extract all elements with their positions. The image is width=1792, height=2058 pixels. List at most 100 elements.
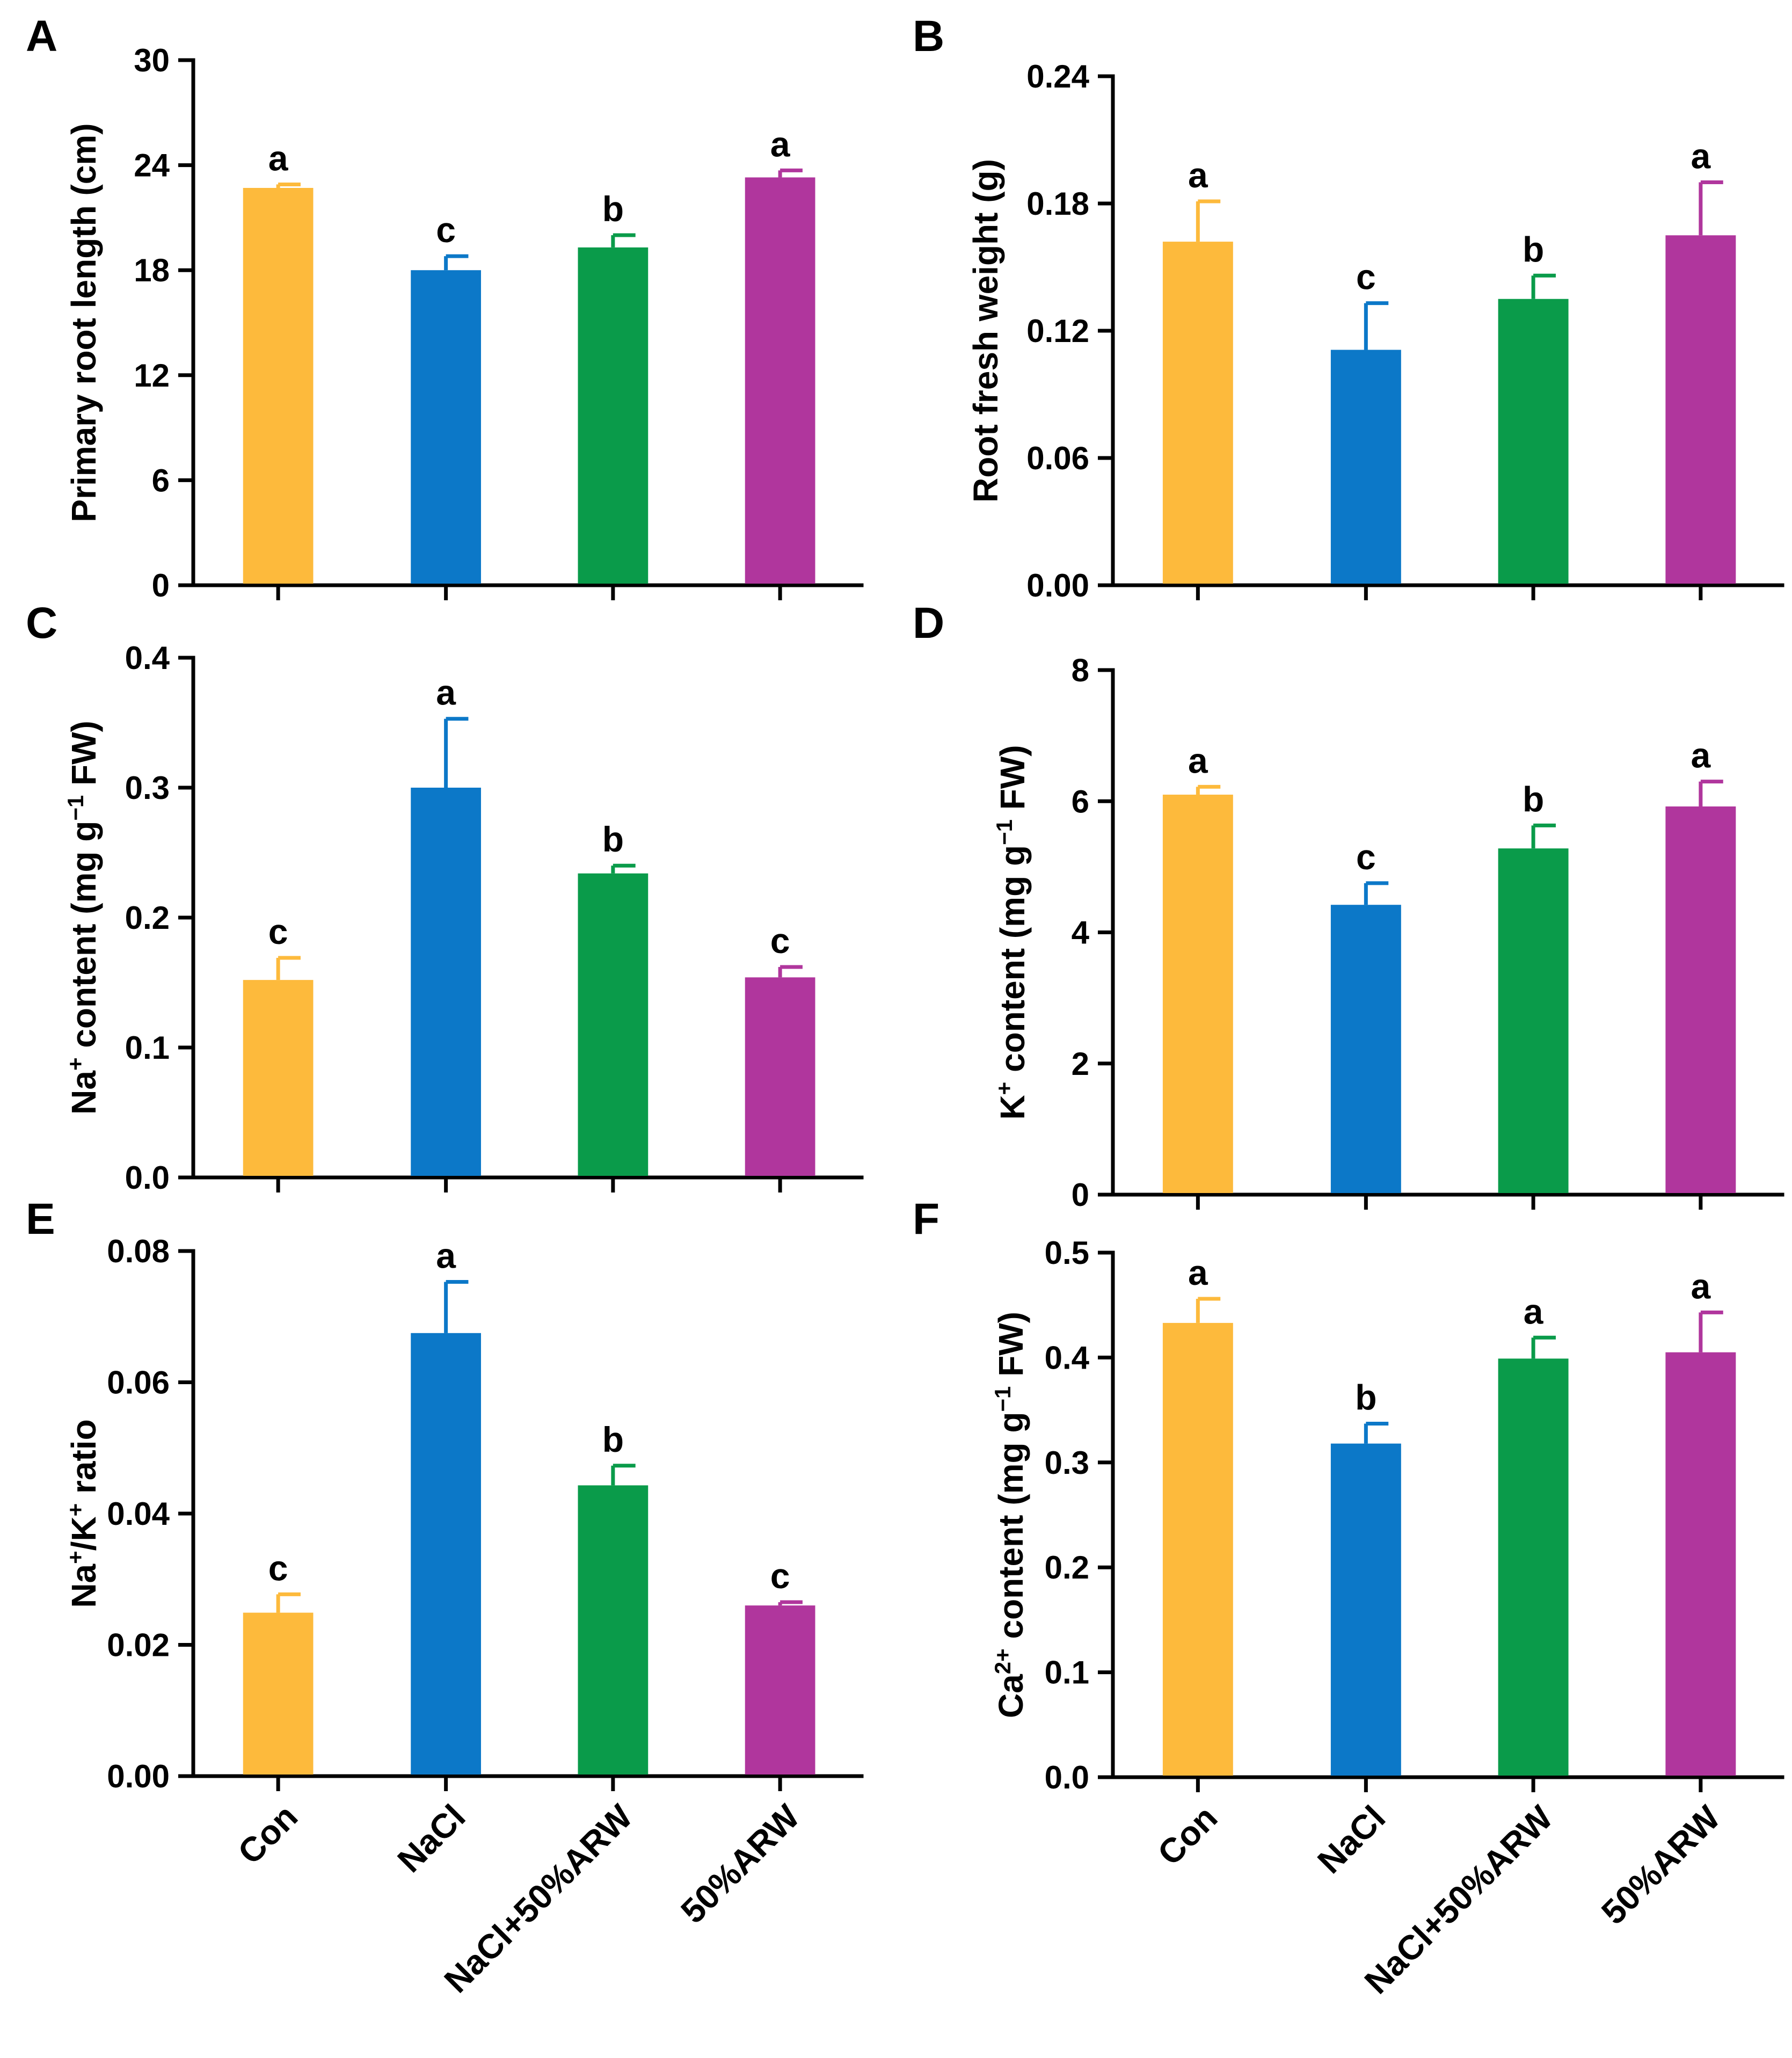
y-tick-label: 0.0	[125, 1160, 170, 1196]
significance-letter: a	[268, 138, 289, 178]
significance-letter: c	[268, 912, 288, 951]
y-tick-label: 0.18	[1026, 186, 1089, 222]
panel-letter: C	[26, 599, 57, 648]
panel-c: C 0.0 0.1 0.2 0.3 0.4 c a b c Na+ content (mg g−1 …	[26, 599, 864, 1196]
bar-50pctarw	[1665, 1352, 1736, 1776]
significance-letter: c	[1356, 257, 1376, 297]
y-tick-label: 0.06	[1026, 440, 1089, 476]
significance-letter: b	[602, 1420, 624, 1459]
significance-letter: a	[1691, 1266, 1711, 1306]
bar-50pctarw	[745, 977, 815, 1176]
bar-con	[1162, 1322, 1233, 1776]
bar-con	[1162, 242, 1233, 584]
y-tick-label: 0.0	[1045, 1759, 1089, 1795]
y-tick-label: 18	[134, 252, 170, 288]
bar-con	[243, 187, 314, 584]
y-axis-title: Na+/K+ ratio	[63, 1419, 104, 1608]
y-tick-label: 0.4	[1045, 1340, 1090, 1376]
y-tick-label: 12	[134, 358, 170, 394]
panel-f: F0.00.10.20.30.40.5 aConbNaClaNaCl+50%ARW…	[913, 1195, 1784, 2001]
y-axis-title: Primary root length (cm)	[64, 123, 103, 522]
bar-50pctarw	[745, 1605, 815, 1775]
significance-letter: b	[602, 189, 624, 229]
panel-d: D 0 2 4 6 8 a c b a K+ content (mg g−1 FW)	[913, 599, 1784, 1213]
bar-naclplus50pctarw	[1498, 848, 1569, 1193]
significance-letter: a	[436, 673, 456, 712]
bar-naclplus50pctarw	[578, 247, 649, 584]
y-tick-label: 0.4	[125, 640, 170, 676]
bar-naclplus50pctarw	[1498, 299, 1569, 584]
y-tick-label: 6	[152, 462, 170, 498]
bar-naclplus50pctarw	[578, 873, 649, 1176]
y-axis-title: Root fresh weight (g)	[966, 159, 1005, 503]
panel-letter: D	[913, 599, 944, 648]
y-tick-label: 6	[1072, 783, 1089, 819]
significance-letter: c	[268, 1548, 288, 1588]
y-tick-label: 0.00	[1026, 568, 1089, 603]
y-tick-label: 0.12	[1026, 313, 1089, 349]
category-label-con: Con	[230, 1797, 305, 1872]
panel-a: A 0 6 12 18 24 30 a c b a Primary root length (cm)	[26, 12, 864, 603]
category-label-nacl: NaCl	[1310, 1798, 1393, 1881]
category-label-con: Con	[1150, 1798, 1225, 1873]
y-axis-title: Na+ content (mg g−1 FW)	[63, 721, 104, 1115]
y-tick-label: 0.1	[1045, 1655, 1089, 1691]
y-tick-label: 0.04	[107, 1496, 170, 1532]
y-axis-title: Ca2+ content (mg g−1 FW)	[990, 1312, 1031, 1718]
y-tick-label: 0.3	[1045, 1445, 1089, 1481]
panel-letter: A	[26, 12, 57, 61]
y-tick-label: 0.08	[107, 1233, 170, 1269]
y-tick-label: 0.1	[125, 1030, 170, 1066]
bar-nacl	[1330, 1443, 1401, 1776]
y-tick-label: 24	[134, 148, 170, 184]
significance-letter: a	[1188, 1253, 1208, 1292]
bar-con	[243, 1612, 314, 1775]
bar-naclplus50pctarw	[578, 1485, 649, 1775]
panel-letter: E	[26, 1195, 55, 1243]
panel-b: B 0.00 0.06 0.12 0.18 0.24 a c b a Root fresh weig…	[913, 12, 1784, 603]
bar-nacl	[1330, 905, 1401, 1193]
significance-letter: a	[436, 1235, 456, 1275]
significance-letter: c	[436, 210, 456, 250]
significance-letter: a	[1524, 1291, 1544, 1331]
panel-e: E0.000.020.040.060.08cConaNaClbNaCl+50%A…	[26, 1195, 864, 2000]
y-tick-label: 0.02	[107, 1627, 170, 1663]
category-label-nacl: NaCl	[390, 1797, 472, 1880]
significance-letter: c	[770, 1556, 790, 1596]
y-axis-title: K+ content (mg g−1 FW)	[992, 745, 1032, 1119]
y-tick-label: 0.2	[125, 900, 170, 936]
bar-50pctarw	[1665, 806, 1736, 1193]
y-tick-label: 0.3	[125, 770, 170, 806]
bar-50pctarw	[1665, 235, 1736, 584]
bar-nacl	[411, 1333, 481, 1775]
significance-letter: b	[1523, 229, 1544, 269]
category-label-50pctarw: 50%ARW	[1594, 1798, 1728, 1932]
bar-50pctarw	[745, 177, 815, 584]
y-tick-label: 2	[1072, 1046, 1089, 1082]
y-tick-label: 0.00	[107, 1758, 170, 1794]
significance-letter: a	[770, 124, 791, 164]
bar-nacl	[411, 270, 481, 584]
category-label-50pctarw: 50%ARW	[673, 1797, 807, 1931]
significance-letter: a	[1188, 740, 1208, 780]
significance-letter: a	[1691, 136, 1711, 176]
significance-letter: c	[770, 921, 790, 961]
bar-con	[243, 980, 314, 1176]
y-tick-label: 0	[1072, 1177, 1089, 1213]
bar-nacl	[411, 788, 481, 1176]
panel-letter: F	[913, 1195, 939, 1243]
y-tick-label: 4	[1072, 915, 1090, 951]
significance-letter: a	[1188, 155, 1208, 195]
significance-letter: b	[1355, 1378, 1376, 1417]
bar-naclplus50pctarw	[1498, 1358, 1569, 1776]
y-tick-label: 0.24	[1026, 59, 1089, 94]
y-tick-label: 0.5	[1045, 1235, 1089, 1271]
bar-con	[1162, 795, 1233, 1193]
bar-nacl	[1330, 350, 1401, 584]
significance-letter: c	[1356, 837, 1376, 877]
y-tick-label: 0.06	[107, 1365, 170, 1401]
y-tick-label: 30	[134, 42, 170, 78]
significance-letter: a	[1691, 736, 1711, 775]
y-tick-label: 0.2	[1045, 1550, 1089, 1586]
